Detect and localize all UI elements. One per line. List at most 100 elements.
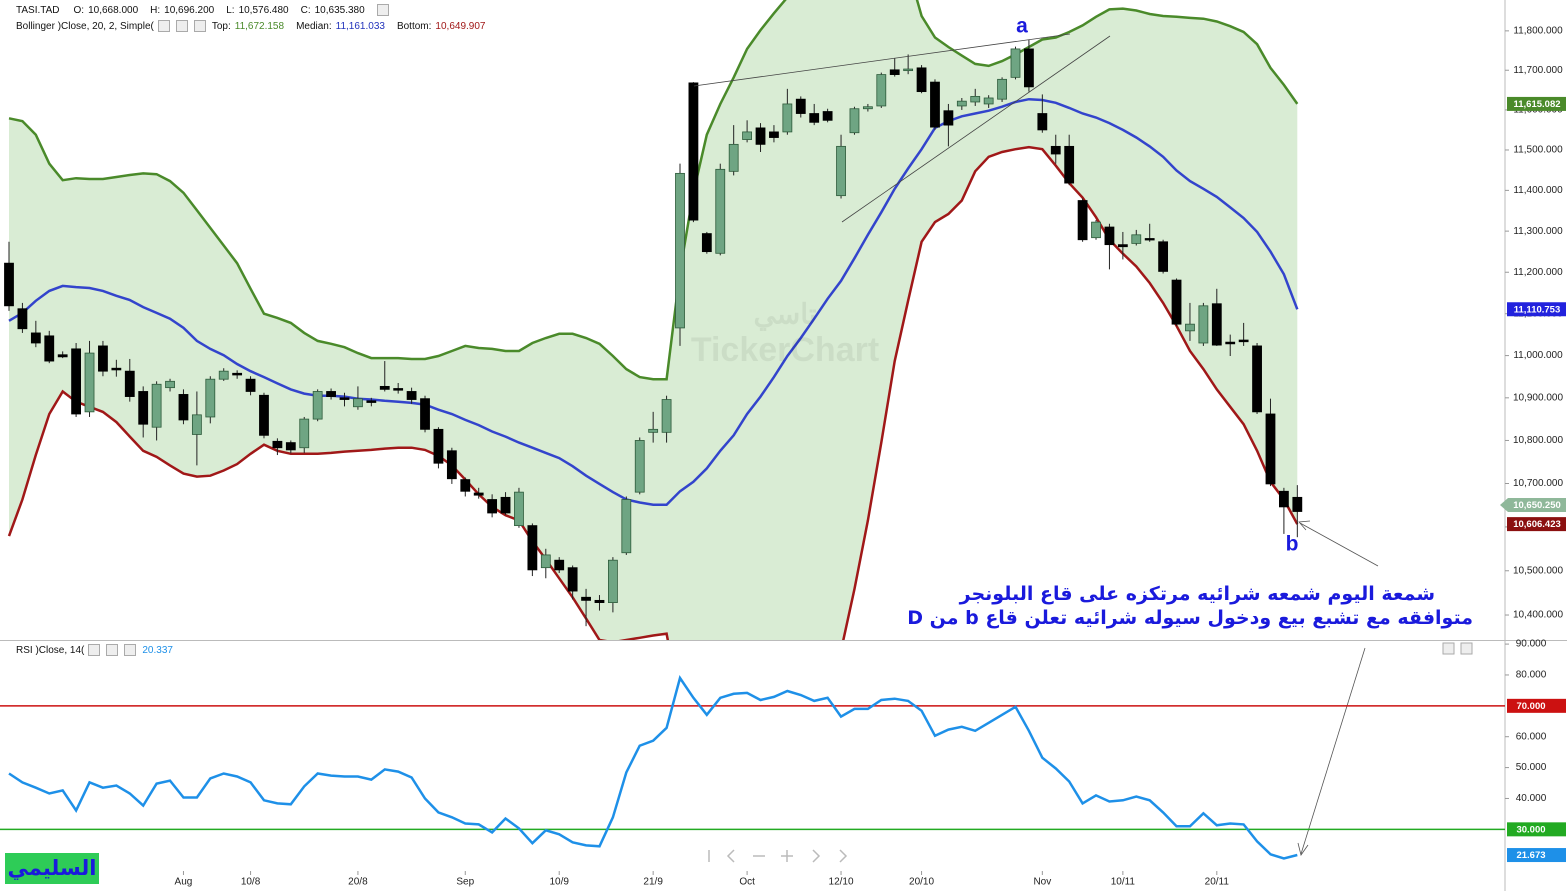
candle-body xyxy=(997,78,1007,100)
arrow-head xyxy=(1297,842,1309,856)
settings-icon[interactable] xyxy=(376,4,389,16)
readout-value: 11,672.158 xyxy=(234,20,285,32)
candle-body xyxy=(1077,200,1088,241)
candle-body xyxy=(983,97,994,105)
candle-body xyxy=(1158,241,1169,272)
candle-body xyxy=(366,400,377,403)
icon[interactable] xyxy=(124,644,137,656)
candle-body xyxy=(1131,234,1142,244)
level-tag-label: 30.000 xyxy=(1516,824,1545,835)
readout-name: Bottom: xyxy=(396,20,432,32)
icon[interactable] xyxy=(88,644,101,656)
candle-body xyxy=(1117,244,1128,248)
candle-body xyxy=(728,143,739,172)
candle-body xyxy=(554,559,565,571)
icon[interactable] xyxy=(175,20,188,32)
candle-body xyxy=(1279,490,1289,508)
candle-body xyxy=(540,554,551,569)
candle-body xyxy=(836,145,846,197)
trend-line xyxy=(841,35,1111,223)
symbol: TASI.TAD xyxy=(16,4,60,16)
price-tag-label: 11,110.753 xyxy=(1514,304,1561,315)
candle-body xyxy=(849,108,860,134)
watermark: تاسي xyxy=(753,298,816,331)
candle-body xyxy=(769,131,779,138)
panel-button[interactable] xyxy=(1460,642,1473,655)
candle-body xyxy=(1265,413,1276,485)
candle-body xyxy=(1171,279,1182,325)
candle-body xyxy=(473,492,484,496)
price-tag xyxy=(1507,96,1566,111)
candle-body xyxy=(205,378,216,418)
x-tick-label: 20/10 xyxy=(909,877,934,888)
candle-body xyxy=(514,491,524,527)
toolbar-icon[interactable] xyxy=(812,849,821,863)
candle-body xyxy=(782,103,793,133)
price-tag xyxy=(1507,302,1566,317)
bollinger-header: Bollinger )Close, 20, 2, Simple( Top: 11,… xyxy=(16,20,493,32)
candle-body xyxy=(111,367,122,371)
candle-body xyxy=(675,172,685,329)
candle-body xyxy=(420,398,430,430)
candle-body xyxy=(970,95,981,103)
indicator: RSI )Close, 14( xyxy=(16,644,85,656)
candle-body xyxy=(460,479,471,492)
toolbar-icon[interactable] xyxy=(781,850,793,862)
panel-button[interactable] xyxy=(1442,642,1455,655)
price-tag-label: 10,606.423 xyxy=(1513,519,1561,530)
candle-body xyxy=(57,354,68,358)
candle-body xyxy=(1198,305,1209,344)
readout-value: 10,649.907 xyxy=(435,20,486,32)
candle-body xyxy=(1211,303,1222,346)
readout-value: 10,576.480 xyxy=(238,4,289,16)
last-tag-label: 21.673 xyxy=(1516,850,1545,861)
candle-body xyxy=(701,233,712,253)
candle-body xyxy=(191,414,202,435)
candle-body xyxy=(165,380,175,389)
signature-box xyxy=(5,853,99,884)
x-tick-label: Oct xyxy=(739,877,755,888)
candle-body xyxy=(245,378,256,392)
toolbar-icon[interactable] xyxy=(839,849,848,863)
indicator-line xyxy=(8,0,1299,381)
trend-line xyxy=(693,33,1071,87)
candle-body xyxy=(1252,345,1262,413)
candle-body xyxy=(259,394,269,436)
candle-body xyxy=(1104,226,1115,246)
y-tick-label: 11,500.000 xyxy=(1513,145,1563,156)
icon[interactable] xyxy=(157,20,170,32)
x-tick-label: Aug xyxy=(175,877,193,888)
readout-value: 10,696.200 xyxy=(164,4,215,16)
candle-body xyxy=(1037,113,1048,131)
icon[interactable] xyxy=(193,20,206,32)
candle-body xyxy=(1185,323,1195,332)
y-tick-label: 11,400.000 xyxy=(1513,185,1563,196)
candle-body xyxy=(715,168,726,254)
band-fill xyxy=(9,0,1298,640)
rsi-panel xyxy=(0,675,1505,860)
candle-body xyxy=(930,81,940,128)
readout-value: 10,635.380 xyxy=(314,4,365,16)
y-tick-label: 90.000 xyxy=(1516,639,1547,650)
candle-body xyxy=(567,567,578,592)
candle-body xyxy=(151,383,162,428)
candle-body xyxy=(433,428,444,464)
y-tick-label: 10,500.000 xyxy=(1513,565,1563,576)
icon[interactable] xyxy=(106,644,119,656)
toolbar-icon[interactable] xyxy=(726,849,735,863)
candle-body xyxy=(393,388,404,391)
candle-body xyxy=(44,335,55,362)
candle-body xyxy=(755,127,766,145)
x-tick-label: 10/11 xyxy=(1111,877,1136,888)
y-tick-label: 11,200.000 xyxy=(1513,267,1563,278)
price-tag-label: 10,650.250 xyxy=(1513,500,1561,511)
readout-value: 10,668.000 xyxy=(88,4,139,16)
y-tick-label: 10,800.000 xyxy=(1513,435,1563,446)
y-tick-label: 11,300.000 xyxy=(1513,226,1563,237)
candle-body xyxy=(1238,339,1249,343)
candle-body xyxy=(1064,145,1075,184)
y-tick-label: 11,000.000 xyxy=(1513,350,1563,361)
readout-value: 11,161.033 xyxy=(335,20,385,32)
